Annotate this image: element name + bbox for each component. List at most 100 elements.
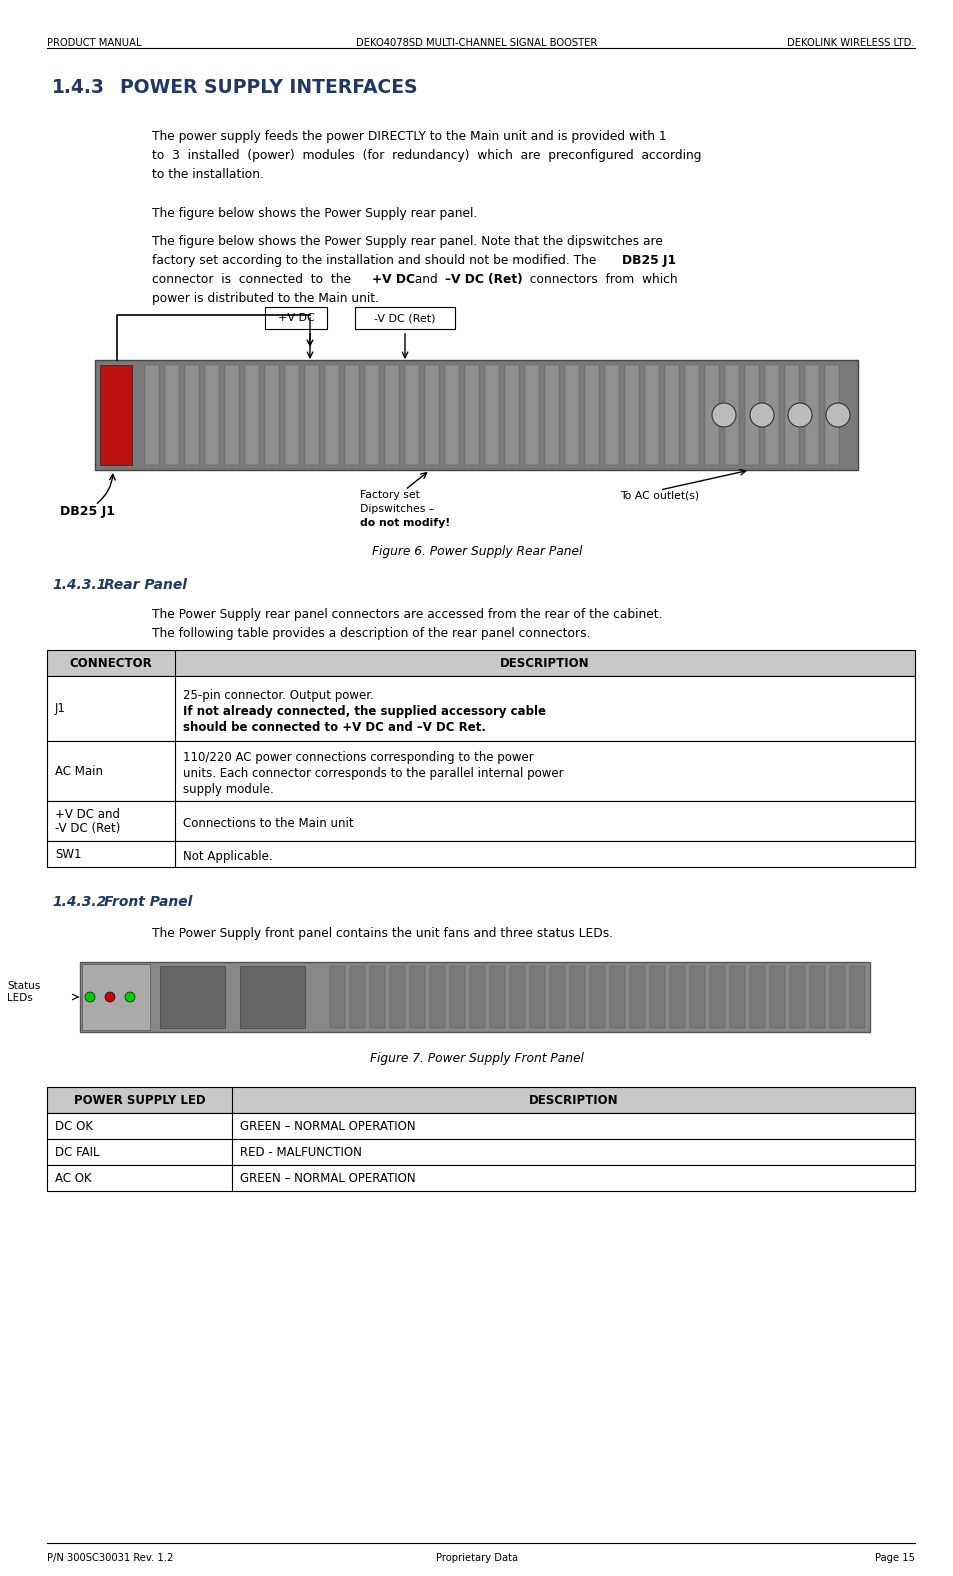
Bar (764, 366, 779, 465)
Text: Dipswitches –: Dipswitches – (359, 504, 434, 514)
Text: do not modify!: do not modify! (359, 519, 450, 528)
Text: DB25 J1: DB25 J1 (621, 254, 676, 266)
Bar (245, 366, 258, 465)
Text: 110/220 AC power connections corresponding to the power: 110/220 AC power connections correspondi… (183, 752, 533, 764)
Bar (530, 966, 544, 1028)
Bar (205, 366, 219, 465)
Bar (544, 366, 558, 465)
Bar (430, 966, 444, 1028)
Text: DC FAIL: DC FAIL (55, 1146, 99, 1158)
Bar (225, 366, 239, 465)
Bar (47, 1113, 914, 1139)
Text: SW1: SW1 (55, 848, 81, 860)
Text: To AC outlet(s): To AC outlet(s) (619, 490, 699, 500)
Text: Figure 6. Power Supply Rear Panel: Figure 6. Power Supply Rear Panel (372, 545, 581, 558)
Bar (185, 366, 199, 465)
Text: should be connected to +V DC and –V DC Ret.: should be connected to +V DC and –V DC R… (183, 720, 485, 733)
Bar (824, 366, 838, 465)
Bar (470, 966, 484, 1028)
Text: PRODUCT MANUAL: PRODUCT MANUAL (47, 38, 141, 47)
Bar (564, 366, 578, 465)
Text: Page 15: Page 15 (874, 1552, 914, 1563)
Bar (464, 366, 478, 465)
Text: Proprietary Data: Proprietary Data (436, 1552, 517, 1563)
Text: –V DC (Ret): –V DC (Ret) (444, 273, 522, 285)
Text: The following table provides a description of the rear panel connectors.: The following table provides a descripti… (152, 627, 590, 640)
Text: connectors  from  which: connectors from which (521, 273, 677, 285)
Text: power is distributed to the Main unit.: power is distributed to the Main unit. (152, 292, 378, 306)
Bar (704, 366, 719, 465)
Bar (664, 366, 679, 465)
Bar (709, 966, 724, 1028)
Bar (589, 966, 604, 1028)
Bar (444, 366, 458, 465)
Text: 1.4.3.2: 1.4.3.2 (52, 895, 106, 909)
Bar (804, 366, 818, 465)
Bar (145, 366, 159, 465)
Text: Status
LEDs: Status LEDs (7, 982, 40, 1002)
Bar (644, 366, 659, 465)
Text: 1.4.3.1: 1.4.3.1 (52, 578, 106, 593)
Bar (784, 366, 799, 465)
Text: connector  is  connected  to  the: connector is connected to the (152, 273, 358, 285)
Text: GREEN – NORMAL OPERATION: GREEN – NORMAL OPERATION (240, 1119, 416, 1133)
Text: units. Each connector corresponds to the parallel internal power: units. Each connector corresponds to the… (183, 768, 563, 780)
Text: and: and (407, 273, 445, 285)
Bar (47, 1087, 914, 1113)
Bar (285, 366, 298, 465)
Text: factory set according to the installation and should not be modified. The: factory set according to the installatio… (152, 254, 599, 266)
Bar (550, 966, 564, 1028)
Bar (165, 366, 179, 465)
Text: +V DC: +V DC (277, 314, 314, 323)
Bar (809, 966, 824, 1028)
Text: GREEN – NORMAL OPERATION: GREEN – NORMAL OPERATION (240, 1171, 416, 1185)
Bar (47, 741, 914, 801)
Bar (424, 366, 438, 465)
Bar (769, 966, 784, 1028)
Bar (629, 966, 644, 1028)
Text: DESCRIPTION: DESCRIPTION (528, 1094, 618, 1106)
Circle shape (787, 403, 811, 427)
Text: J1: J1 (55, 701, 66, 716)
Bar (405, 366, 418, 465)
Text: AC OK: AC OK (55, 1171, 91, 1185)
Bar (95, 359, 857, 470)
Bar (684, 366, 699, 465)
Bar (355, 307, 455, 329)
Bar (160, 966, 225, 1028)
Bar (510, 966, 524, 1028)
Text: 25-pin connector. Output power.: 25-pin connector. Output power. (183, 689, 374, 701)
Bar (80, 961, 869, 1032)
Bar (609, 966, 624, 1028)
Circle shape (749, 403, 773, 427)
Text: Factory set: Factory set (359, 490, 419, 500)
Bar (744, 366, 759, 465)
Circle shape (85, 991, 95, 1002)
Bar (624, 366, 639, 465)
Text: to  3  installed  (power)  modules  (for  redundancy)  which  are  preconfigured: to 3 installed (power) modules (for redu… (152, 150, 700, 162)
Bar (569, 966, 584, 1028)
Text: RED - MALFUNCTION: RED - MALFUNCTION (240, 1146, 361, 1158)
Text: DESCRIPTION: DESCRIPTION (499, 657, 589, 670)
Bar (82, 965, 150, 1031)
Bar (325, 366, 338, 465)
Bar (450, 966, 464, 1028)
Bar (330, 966, 345, 1028)
Bar (390, 966, 405, 1028)
Bar (305, 366, 318, 465)
Circle shape (711, 403, 735, 427)
Text: to the installation.: to the installation. (152, 169, 264, 181)
Bar (265, 366, 278, 465)
Bar (724, 366, 739, 465)
Text: Not Applicable.: Not Applicable. (183, 849, 273, 864)
Text: POWER SUPPLY LED: POWER SUPPLY LED (73, 1094, 205, 1106)
Circle shape (105, 991, 115, 1002)
Bar (604, 366, 618, 465)
Bar (484, 366, 498, 465)
Bar (385, 366, 398, 465)
Text: Rear Panel: Rear Panel (104, 578, 187, 593)
Text: DC OK: DC OK (55, 1119, 92, 1133)
Bar (100, 366, 132, 465)
Bar (410, 966, 424, 1028)
Bar (350, 966, 365, 1028)
